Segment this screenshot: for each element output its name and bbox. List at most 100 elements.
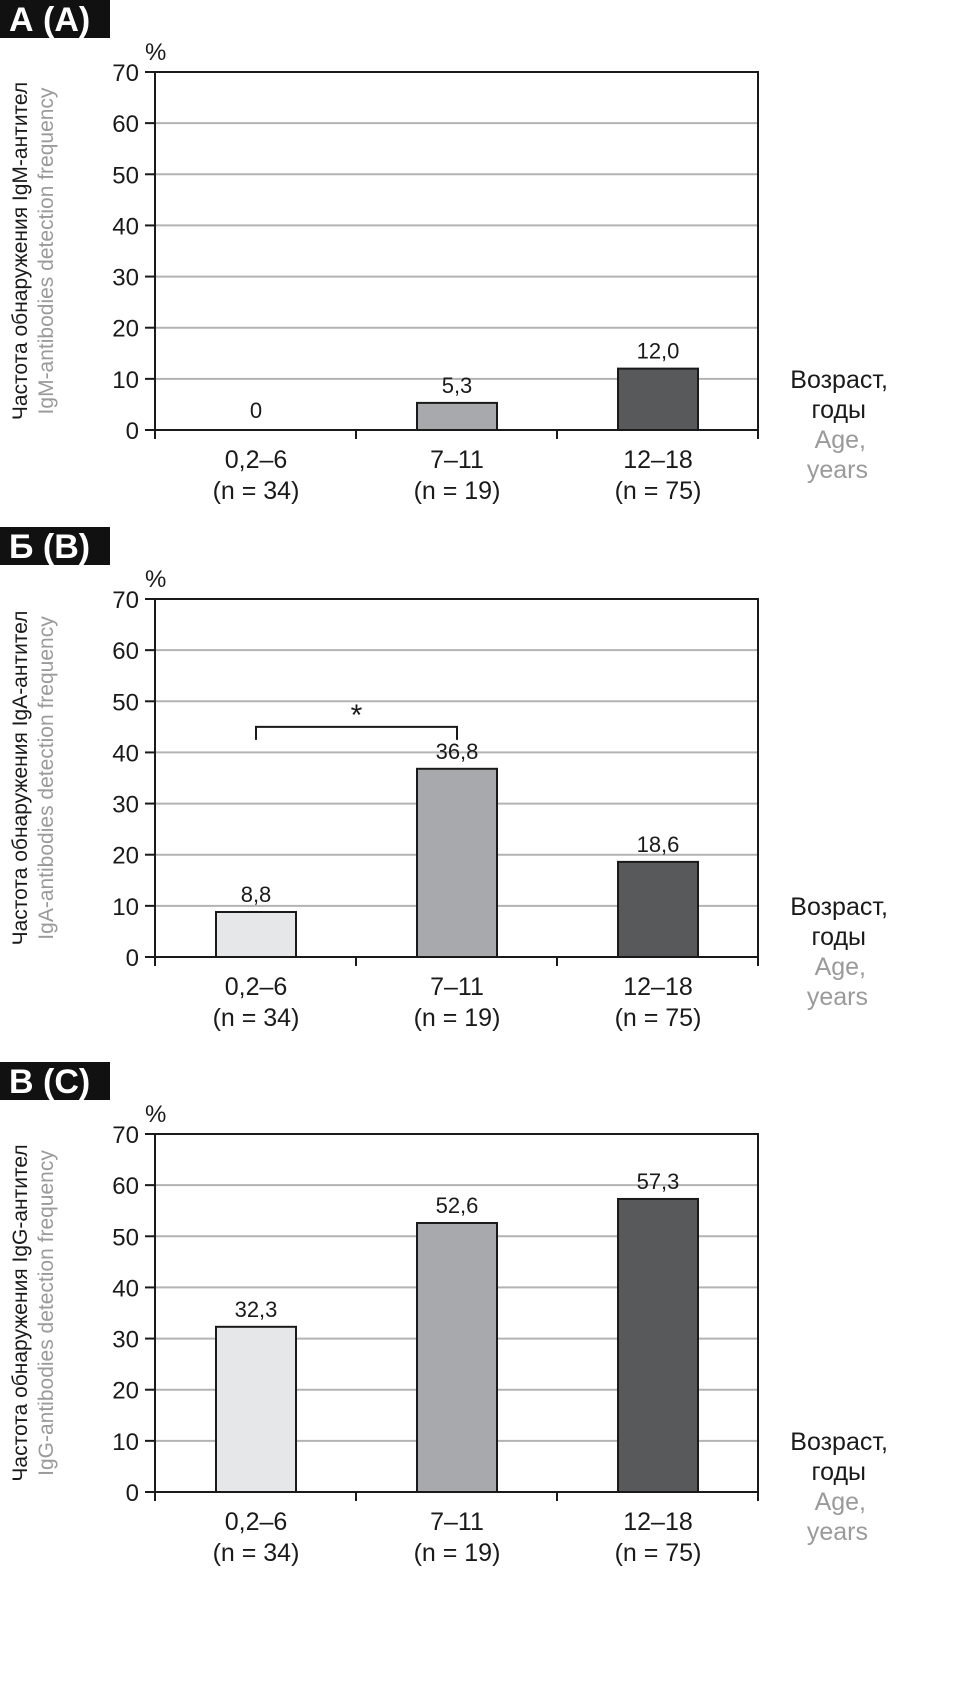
y-tick-label: 70 [112,60,139,87]
bar-value-label-3: 57,3 [637,1169,680,1194]
y-tick-label: 50 [112,1224,139,1251]
x-axis-title-en-word: Age, [815,953,866,981]
plot-frame [154,1133,759,1492]
category-label: 0,2–6 [225,1508,288,1536]
y-tick-label: 10 [112,367,139,394]
bar-value-label-2: 36,8 [436,739,479,764]
bar-1 [215,1325,297,1494]
x-axis-title-word: годы [812,923,866,951]
category-label: 7–11 [430,1508,484,1536]
x-axis-title-en-word: Age, [815,1488,866,1516]
category-label: 12–18 [623,1508,693,1536]
panel-label-2: Б (B) [0,527,110,566]
category-label: 12–18 [623,446,693,474]
y-tick-label: 60 [112,1173,139,1200]
panel-label-background [0,1062,110,1100]
panel-label-3: В (C) [0,1062,110,1101]
panel-3: В (C) 0 10 20 30 40 50 60 70% Частота обнаружения… [0,1062,888,1567]
category-n-label: (n = 19) [414,1004,501,1032]
y-tick-label: 0 [126,418,139,445]
category-n-label: (n = 75) [615,1004,702,1032]
y-tick-label: 70 [112,1122,139,1149]
panel-label-1: А (A) [0,0,110,39]
category-label: 7–11 [430,446,484,474]
y-tick-label: 0 [126,1480,139,1507]
bar-value-label-1: 8,8 [241,882,272,907]
panel-1: А (A) 0 10 20 30 40 50 60 70% Частота обнаружения… [0,0,888,505]
x-axis-title-en-word: Age, [815,426,866,454]
y-tick-label: 10 [112,1429,139,1456]
category-n-label: (n = 75) [615,1539,702,1567]
category-label: 12–18 [623,973,693,1001]
y-tick-label: 30 [112,265,139,292]
x-axis-title-en: Age, years [807,1488,868,1546]
x-axis-title-word: годы [812,1458,866,1486]
x-axis-title-word: Возраст, [790,893,888,921]
x-axis-title: Возраст, годы [790,1428,888,1486]
plot-frame [154,71,759,430]
bar-1 [215,910,297,958]
y-tick-label: 70 [112,587,139,614]
x-axis-title-en-word: years [807,1518,868,1546]
panel-label-background [0,527,110,565]
y-tick-label: 40 [112,740,139,767]
panel-2: Б (B) 0 10 20 30 40 50 60 70% Частота обнаружения… [0,527,888,1032]
y-tick-label: 60 [112,638,139,665]
y-tick-label: 50 [112,689,139,716]
y-tick-label: 60 [112,111,139,138]
x-axis-title-word: годы [812,396,866,424]
category-n-label: (n = 34) [213,1539,300,1567]
y-unit-label: % [145,566,166,593]
y-axis-title-en: IgA-antibodies detection frequency [35,616,58,940]
bar-3 [617,860,699,958]
y-tick-label: 0 [126,945,139,972]
y-tick-label: 30 [112,1327,139,1354]
x-axis-title: Возраст, годы [790,893,888,951]
bar-value-label-1: 0 [250,398,262,423]
x-axis-title-en: Age, years [807,426,868,484]
category-n-label: (n = 19) [414,477,501,505]
category-label: 0,2–6 [225,973,288,1001]
category-label: 0,2–6 [225,446,288,474]
panel-label-background [0,0,110,38]
category-n-label: (n = 34) [213,477,300,505]
y-tick-label: 10 [112,894,139,921]
x-axis-title-word: Возраст, [790,1428,888,1456]
bar-3 [617,1197,699,1493]
category-n-label: (n = 75) [615,477,702,505]
x-axis-title-en: Age, years [807,953,868,1011]
category-n-label: (n = 19) [414,1539,501,1567]
x-axis-title: Возраст, годы [790,366,888,424]
y-unit-label: % [145,1101,166,1128]
x-axis-title-en-word: years [807,983,868,1011]
y-axis-title: Частота обнаружения IgM-антител [9,82,32,420]
y-tick-label: 20 [112,1378,139,1405]
y-axis-title-en: IgG-antibodies detection frequency [35,1150,58,1476]
category-n-label: (n = 34) [213,1004,300,1032]
y-tick-label: 20 [112,843,139,870]
x-axis-title-en-word: years [807,456,868,484]
panel-label-text: А (A) [9,1,90,39]
bar-value-label-2: 52,6 [436,1193,479,1218]
category-label: 7–11 [430,973,484,1001]
y-tick-label: 40 [112,1275,139,1302]
significance-bracket [255,725,458,740]
y-tick-label: 30 [112,792,139,819]
panel-label-text: Б (B) [9,528,90,566]
y-axis-title: Частота обнаружения IgA-антител [9,611,32,946]
y-tick-label: 50 [112,162,139,189]
significance-marker: * [351,699,363,732]
x-axis-title-word: Возраст, [790,366,888,394]
bar-value-label-1: 32,3 [235,1297,278,1322]
bar-2 [416,401,498,432]
bar-3 [617,367,699,431]
bar-value-label-3: 18,6 [637,832,680,857]
y-axis-title-en: IgM-antibodies detection frequency [35,87,58,414]
bar-2 [416,1221,498,1493]
bar-value-label-2: 5,3 [442,373,473,398]
y-unit-label: % [145,39,166,66]
bar-2 [416,767,498,959]
panel-label-text: В (C) [9,1063,90,1101]
y-tick-label: 40 [112,213,139,240]
